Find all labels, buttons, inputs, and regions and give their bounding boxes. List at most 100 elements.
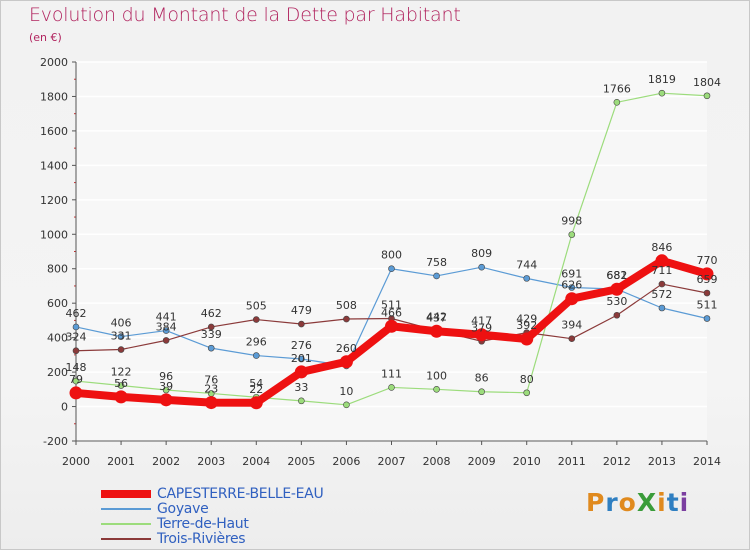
data-point — [298, 397, 305, 405]
x-tick-label: 2004 — [242, 455, 270, 468]
series-capesterre-belle-eau — [69, 254, 714, 410]
data-label: 770 — [697, 254, 718, 267]
data-label: 406 — [111, 317, 132, 330]
data-point — [520, 332, 534, 346]
data-point — [658, 280, 666, 288]
y-tick-label: 1800 — [40, 90, 68, 103]
data-label: 339 — [201, 328, 222, 341]
data-label: 508 — [336, 299, 357, 312]
y-tick-label: 0 — [61, 401, 68, 414]
data-label: 744 — [516, 258, 537, 271]
data-point — [703, 289, 711, 297]
data-point — [159, 393, 173, 407]
data-point — [162, 386, 170, 394]
data-label: 324 — [66, 331, 87, 344]
legend-label: Goyave — [157, 500, 209, 517]
x-tick-label: 2006 — [332, 455, 360, 468]
x-tick-label: 2002 — [152, 455, 180, 468]
data-point — [655, 254, 669, 268]
data-label: 394 — [561, 319, 582, 332]
data-point — [610, 282, 624, 296]
legend: CAPESTERRE-BELLE-EAU Goyave Terre-de-Haut T… — [101, 486, 324, 547]
logo-letter: i — [679, 488, 690, 517]
data-point — [69, 386, 83, 400]
data-label: 800 — [381, 249, 402, 262]
data-point — [475, 328, 489, 342]
data-label: 505 — [246, 300, 267, 313]
plot-area — [76, 62, 707, 441]
data-label: 437 — [426, 311, 447, 324]
data-label: 86 — [475, 372, 489, 385]
data-point — [478, 263, 485, 271]
logo-letter: X — [636, 488, 658, 517]
data-point — [252, 316, 260, 323]
data-label: 711 — [651, 264, 672, 277]
data-point — [703, 315, 711, 322]
x-tick-label: 2013 — [648, 455, 676, 468]
x-tick-label: 2001 — [107, 455, 135, 468]
data-label: 296 — [246, 336, 267, 349]
data-label: 442 — [426, 310, 447, 323]
data-label: 379 — [471, 321, 492, 334]
data-label: 846 — [651, 241, 672, 254]
data-point — [162, 327, 170, 334]
unit-label: (en €) — [29, 31, 62, 44]
data-label: 429 — [516, 313, 537, 326]
y-tick-label: -200 — [43, 435, 68, 448]
data-label: 122 — [111, 366, 132, 379]
data-label: 462 — [66, 307, 87, 320]
data-point — [523, 275, 531, 282]
data-label: 79 — [69, 373, 83, 386]
data-point — [613, 99, 621, 106]
y-tick-label: 600 — [47, 297, 68, 310]
data-point — [613, 311, 621, 319]
data-label: 148 — [66, 361, 87, 374]
data-label: 384 — [156, 320, 177, 333]
data-label: 39 — [159, 380, 173, 393]
data-label: 54 — [249, 377, 263, 390]
legend-item: Trois-Rivières — [101, 531, 323, 547]
data-label: 809 — [471, 247, 492, 260]
data-label: 572 — [651, 288, 672, 301]
legend-swatch — [101, 537, 151, 540]
data-label: 417 — [471, 315, 492, 328]
legend-swatch — [101, 522, 151, 525]
x-tick-label: 2008 — [423, 455, 451, 468]
data-label: 10 — [339, 385, 353, 398]
data-point — [298, 320, 305, 328]
logo-letter: i — [657, 488, 667, 517]
series-terre-de-haut — [72, 89, 711, 409]
data-point — [385, 319, 398, 333]
data-label: 682 — [606, 269, 627, 282]
data-point — [72, 377, 80, 385]
y-tick-label: 1000 — [40, 228, 68, 241]
data-point — [72, 323, 80, 331]
data-point — [433, 386, 440, 393]
legend-item: CAPESTERRE-BELLE-EAU — [101, 486, 324, 502]
logo-letter: P — [586, 488, 606, 517]
data-point — [252, 352, 260, 359]
data-point — [388, 265, 395, 273]
data-point — [207, 344, 215, 352]
data-point — [117, 333, 125, 340]
data-point — [430, 324, 444, 338]
data-label: 1766 — [603, 82, 631, 95]
data-label: 392 — [516, 319, 537, 332]
data-point — [343, 401, 350, 409]
data-point — [339, 355, 353, 369]
data-point — [117, 346, 125, 353]
logo-letter: t — [666, 488, 680, 517]
data-point — [298, 355, 305, 363]
data-label: 1804 — [693, 76, 721, 89]
y-tick-label: 1400 — [40, 159, 68, 172]
data-point — [294, 365, 308, 379]
data-point — [388, 384, 395, 391]
x-tick-label: 2009 — [468, 455, 496, 468]
data-label: 681 — [606, 269, 627, 282]
data-label: 466 — [381, 306, 402, 319]
data-label: 441 — [156, 311, 177, 324]
legend-label: Terre-de-Haut — [157, 515, 249, 532]
chart-title: Evolution du Montant de la Dette par Hab… — [29, 4, 461, 26]
x-tick-label: 2011 — [558, 455, 586, 468]
data-label: 56 — [114, 377, 128, 390]
